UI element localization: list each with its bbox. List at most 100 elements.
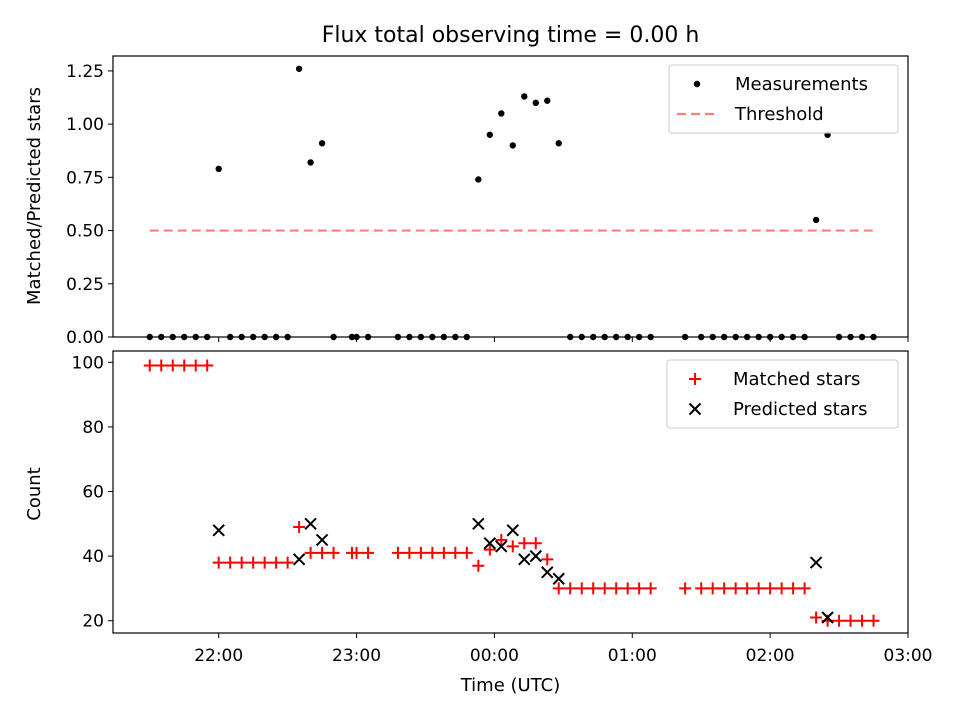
predicted-stars-point [552, 572, 565, 585]
predicted-stars-point [495, 540, 508, 553]
matched-stars-point [587, 582, 600, 595]
matched-stars-point [437, 546, 450, 559]
matched-stars-point [798, 582, 811, 595]
matched-stars-point [552, 582, 565, 595]
matched-stars-point [518, 537, 531, 550]
predicted-stars-point [518, 553, 531, 566]
matched-stars-point [741, 582, 754, 595]
matched-stars-point [598, 582, 611, 595]
matched-stars-point [426, 546, 439, 559]
predicted-stars-point [212, 524, 225, 537]
measurement-point [486, 131, 494, 138]
matched-stars-point [679, 582, 692, 595]
measurement-point [521, 93, 528, 100]
matched-stars-point [856, 614, 869, 627]
matched-stars-point [695, 582, 708, 595]
top-legend: Measurements Threshold [668, 64, 899, 134]
matched-stars-point [495, 533, 508, 546]
bottom-legend-box [666, 359, 899, 429]
x-tick-label: 23:00 [332, 646, 381, 666]
measurement-point [555, 140, 562, 147]
matched-stars-point [644, 582, 657, 595]
matched-stars-point [764, 582, 777, 595]
predicted-stars-point [472, 517, 485, 531]
measurement-point [498, 110, 505, 117]
matched-stars-point [235, 556, 248, 569]
matched-stars-point [529, 537, 542, 550]
bottom-legend: Matched stars Predicted stars [666, 359, 899, 429]
measurement-point [475, 176, 482, 183]
matched-stars-point [212, 556, 225, 569]
top-legend-label: Measurements [735, 74, 868, 95]
bottom-y-tick-label: 100 [72, 353, 104, 373]
measurement-point [544, 97, 551, 104]
matched-stars-point [706, 582, 719, 595]
x-tick-label: 01:00 [608, 646, 657, 666]
matched-stars-point [460, 546, 473, 559]
matched-stars-point [178, 359, 191, 372]
matched-stars-point [787, 582, 800, 595]
legend-measurement-marker [693, 80, 701, 88]
matched-stars-point [449, 546, 462, 559]
matched-stars-point [293, 521, 306, 534]
top-y-tick-label: 0.25 [66, 275, 104, 295]
x-tick-label: 03:00 [884, 646, 933, 666]
top-y-tick-label: 0.50 [66, 222, 104, 242]
matched-stars-point [506, 540, 519, 553]
matched-stars-point [752, 582, 765, 595]
bottom-y-tick-label: 40 [82, 547, 104, 567]
matched-stars-point [362, 546, 375, 559]
bottom-legend-label: Matched stars [733, 369, 860, 390]
predicted-stars-point [541, 566, 554, 579]
matched-stars-point [155, 359, 168, 372]
bottom-y-tick-label: 80 [82, 418, 104, 438]
bottom-y-axis-label: Count [24, 467, 45, 520]
x-tick-label: 22:00 [194, 646, 243, 666]
matched-stars-point [270, 556, 283, 569]
predicted-stars-point [483, 536, 497, 550]
predicted-stars-point [821, 611, 834, 624]
matched-stars-point [833, 614, 846, 627]
bottom-panel: 22:00 23:00 00:00 01:00 02:00 03:00 20 40 60 80 10… [72, 350, 933, 666]
predicted-stars-point [292, 553, 306, 566]
predicted-stars-point [506, 524, 520, 537]
bottom-axes-frame [112, 350, 909, 634]
predicted-stars-point [809, 556, 823, 569]
top-legend-label: Threshold [734, 104, 824, 125]
matched-stars-point [281, 556, 294, 569]
x-tick-label: 00:00 [470, 646, 519, 666]
matched-stars-point [610, 582, 623, 595]
top-y-tick-label: 1.25 [66, 62, 104, 82]
bottom-y-tick-label: 20 [82, 612, 104, 632]
measurement-point [532, 99, 539, 107]
matched-stars-point [775, 582, 788, 595]
matched-stars-point [564, 582, 577, 595]
top-y-tick-label: 1.00 [66, 115, 104, 135]
matched-stars-point [304, 546, 317, 559]
matched-stars-point [844, 614, 857, 627]
chart-title: Flux total observing time = 0.00 h [322, 23, 700, 48]
matched-stars-point [224, 556, 237, 569]
bottom-legend-label: Predicted stars [733, 399, 867, 420]
matched-stars-point [247, 556, 260, 569]
matched-stars-point [483, 543, 496, 556]
top-legend-box [668, 64, 899, 134]
top-y-tick-label: 0.00 [66, 328, 104, 348]
measurement-point [307, 159, 314, 166]
matched-stars-point [541, 553, 554, 566]
matched-stars-point [633, 582, 646, 595]
measurement-point [215, 165, 222, 173]
predicted-stars-point [304, 517, 317, 531]
matched-stars-point [621, 582, 634, 595]
bottom-y-tick-label: 60 [82, 483, 104, 503]
matched-stars-point [391, 546, 404, 559]
measurement-point [812, 216, 820, 224]
top-axes-frame [112, 55, 909, 338]
matched-stars-point [166, 359, 179, 372]
measurement-point [318, 140, 326, 147]
predicted-stars-point [529, 549, 542, 563]
matched-stars-point [201, 359, 214, 372]
matched-stars-point [867, 614, 880, 627]
matched-stars-point [810, 611, 823, 624]
